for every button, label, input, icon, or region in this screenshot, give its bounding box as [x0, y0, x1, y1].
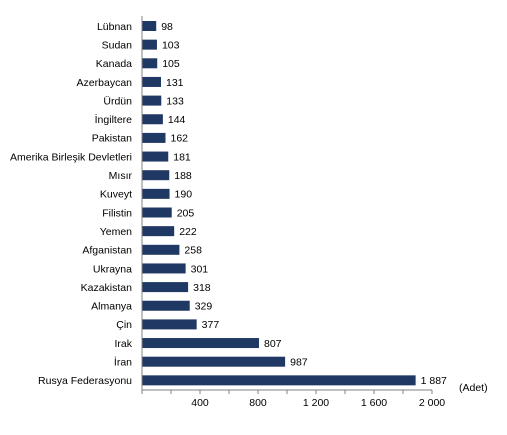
x-axis-unit-label: (Adet) — [459, 382, 488, 394]
bar-4 — [142, 95, 162, 106]
category-label: Amerika Birleşik Devletleri — [10, 151, 132, 163]
bar-5 — [142, 114, 163, 125]
value-label: 133 — [166, 95, 184, 107]
bar-19 — [142, 375, 416, 386]
x-tick-label: 800 — [249, 397, 267, 409]
value-label: 105 — [162, 58, 180, 70]
category-label: Afganistan — [82, 245, 132, 257]
value-label: 188 — [174, 170, 192, 182]
value-label: 987 — [290, 357, 308, 369]
category-label: İngiltere — [95, 113, 133, 126]
value-label: 258 — [184, 245, 202, 257]
bars-group — [142, 21, 416, 386]
bar-1 — [142, 39, 157, 50]
x-tick-label: 1 600 — [361, 397, 387, 409]
value-label: 131 — [166, 77, 184, 89]
category-label: Azerbaycan — [77, 77, 133, 89]
value-label: 222 — [179, 226, 197, 238]
category-label: Ürdün — [103, 95, 132, 107]
bar-15 — [142, 300, 190, 311]
x-tick-label: 400 — [191, 397, 209, 409]
category-label: İran — [114, 356, 132, 369]
value-label: 205 — [177, 207, 195, 219]
value-label: 807 — [264, 338, 282, 350]
category-label: Irak — [114, 338, 132, 350]
bar-9 — [142, 188, 170, 199]
category-labels: Lübnan Sudan Kanada Azerbaycan Ürdün İngilter… — [10, 21, 133, 387]
x-axis: 400 800 1 200 1 600 2 000 — [141, 16, 445, 409]
value-label: 181 — [173, 151, 191, 163]
value-label: 190 — [175, 189, 193, 201]
category-label: Kazakistan — [81, 282, 133, 294]
category-label: Kuveyt — [100, 189, 132, 201]
bar-6 — [142, 132, 166, 143]
category-label: Kanada — [96, 58, 132, 70]
bar-3 — [142, 76, 161, 87]
value-label: 103 — [162, 39, 180, 51]
category-label: Yemen — [100, 226, 132, 238]
bar-2 — [142, 58, 158, 69]
bar-11 — [142, 226, 175, 237]
category-label: Pakistan — [92, 133, 132, 145]
x-tick-label: 1 200 — [303, 397, 329, 409]
category-label: Rusya Federasyonu — [38, 375, 132, 387]
bar-18 — [142, 356, 286, 367]
category-label: Çin — [116, 319, 132, 331]
category-label: Almanya — [91, 301, 132, 313]
x-tick-label: 2 000 — [419, 397, 445, 409]
bar-13 — [142, 263, 186, 274]
value-label: 162 — [170, 133, 188, 145]
bar-16 — [142, 319, 197, 330]
bar-0 — [142, 21, 157, 31]
value-label: 318 — [193, 282, 211, 294]
bar-7 — [142, 151, 169, 162]
value-label: 329 — [195, 301, 213, 313]
category-label: Filistin — [102, 207, 132, 219]
value-label: 1 887 — [421, 375, 447, 387]
value-label: 301 — [191, 263, 209, 275]
bar-12 — [142, 244, 180, 255]
bar-14 — [142, 282, 189, 293]
value-label: 377 — [202, 319, 220, 331]
category-label: Lübnan — [97, 21, 132, 33]
category-label: Sudan — [102, 39, 133, 51]
bar-8 — [142, 170, 170, 181]
value-labels: 98 103 105 131 133 144 162 181 188 190 205 222 258 30… — [161, 21, 447, 387]
bar-10 — [142, 207, 172, 218]
value-label: 144 — [168, 114, 186, 126]
category-label: Mısır — [109, 170, 133, 182]
value-label: 98 — [161, 21, 173, 33]
bar-17 — [142, 338, 260, 349]
category-label: Ukrayna — [93, 263, 132, 275]
